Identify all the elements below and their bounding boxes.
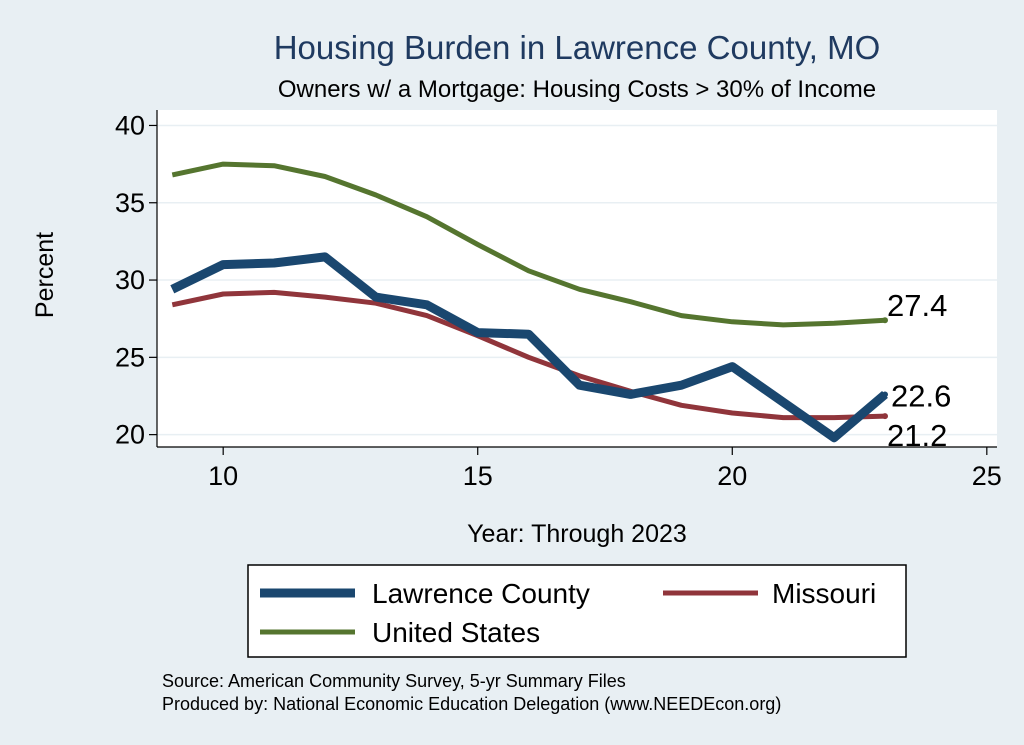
axes: 20 25 30 35 40 10 15 20 25 xyxy=(115,110,1002,491)
end-label: 21.2 xyxy=(887,418,947,453)
chart-title: Housing Burden in Lawrence County, MO xyxy=(274,29,881,66)
series-line-united-states xyxy=(171,161,886,328)
x-tick-label: 20 xyxy=(717,461,747,491)
x-tick-label: 10 xyxy=(208,461,238,491)
produced-by-note: Produced by: National Economic Education… xyxy=(162,694,781,714)
legend: Lawrence County Missouri United States xyxy=(260,578,876,648)
x-axis-title: Year: Through 2023 xyxy=(467,520,687,548)
end-label: 22.6 xyxy=(891,378,951,413)
legend-label: United States xyxy=(372,617,540,648)
series-lines xyxy=(170,161,888,443)
legend-box xyxy=(247,564,907,658)
x-tick-label: 15 xyxy=(463,461,493,491)
y-tick-label: 30 xyxy=(115,265,145,295)
series-line-lawrence-county xyxy=(170,252,888,443)
y-tick-label: 25 xyxy=(115,342,145,372)
legend-label: Missouri xyxy=(772,578,876,609)
end-point-marker xyxy=(882,317,888,324)
y-tick-label: 40 xyxy=(115,110,145,140)
end-labels: 22.6 21.2 27.4 xyxy=(887,288,951,453)
legend-label: Lawrence County xyxy=(372,578,590,609)
y-tick-label: 20 xyxy=(115,420,145,450)
y-tick-label: 35 xyxy=(115,188,145,218)
plot-area xyxy=(157,110,997,447)
source-note: Source: American Community Survey, 5-yr … xyxy=(162,671,626,691)
chart-subtitle: Owners w/ a Mortgage: Housing Costs > 30… xyxy=(278,76,876,103)
end-point-marker xyxy=(882,413,888,420)
end-label: 27.4 xyxy=(887,288,947,323)
series-line-missouri xyxy=(171,289,886,421)
grid-lines xyxy=(157,124,997,436)
end-point-marker xyxy=(882,391,888,398)
y-axis-title: Percent xyxy=(31,232,59,318)
x-tick-label: 25 xyxy=(972,461,1002,491)
